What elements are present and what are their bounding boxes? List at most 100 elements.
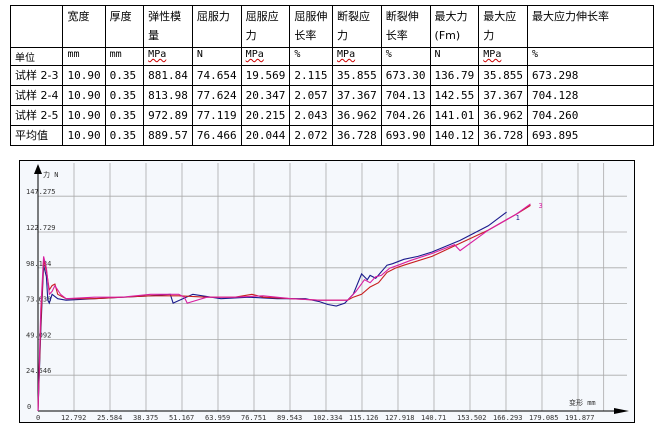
table-cell: 10.90 xyxy=(62,125,106,146)
x-tick-label: 12.792 xyxy=(61,414,86,422)
x-tick-label: 51.167 xyxy=(169,414,194,422)
unit-cell: mm xyxy=(62,47,106,66)
unit-text: MPa xyxy=(245,49,264,60)
header-cell: 断裂应力 xyxy=(332,5,382,48)
unit-text: % xyxy=(294,49,301,60)
row-label: 平均值 xyxy=(9,125,64,146)
table-cell: 881.84 xyxy=(143,65,193,86)
table-cell: 10.90 xyxy=(62,105,106,126)
x-tick-label: 179.085 xyxy=(529,414,559,422)
table-cell: 889.57 xyxy=(143,125,193,146)
unit-text: MPa xyxy=(148,49,167,60)
table-cell: 20.044 xyxy=(240,125,291,146)
table-cell: 0.35 xyxy=(104,85,145,106)
unit-cell: MPa xyxy=(332,47,382,66)
table-cell: 704.26 xyxy=(380,105,431,126)
row-label: 试样 2-5 xyxy=(9,105,64,126)
table-row: 试样 2-5 10.90 0.35 972.89 77.119 20.215 2.043 36… xyxy=(9,105,654,126)
header-cell: 最大力(Fm) xyxy=(429,5,480,48)
unit-cell: mm xyxy=(104,47,145,66)
row-label: 试样 2-4 xyxy=(9,85,64,106)
unit-text: % xyxy=(532,49,539,60)
table-cell: 0.35 xyxy=(104,125,145,146)
unit-cell: % xyxy=(380,47,431,66)
table-cell: 35.855 xyxy=(332,65,382,86)
table-cell: 36.728 xyxy=(332,125,382,146)
y-tick-label: 49.092 xyxy=(26,331,51,339)
table-cell: 136.79 xyxy=(429,65,480,86)
table-cell: 37.367 xyxy=(478,85,529,106)
table-cell: 36.962 xyxy=(332,105,382,126)
table-cell: 673.30 xyxy=(380,65,431,86)
table-cell: 704.260 xyxy=(527,105,654,126)
table-cell: 77.624 xyxy=(191,85,242,106)
unit-cell: MPa xyxy=(143,47,193,66)
unit-cell: % xyxy=(527,47,654,66)
unit-text: 单位 xyxy=(15,53,35,64)
unit-text: MPa xyxy=(337,49,356,60)
table-cell: 693.895 xyxy=(527,125,654,146)
header-cell: 屈服力 xyxy=(191,5,242,48)
x-axis-label: 变形 mm xyxy=(569,398,596,407)
table-cell: 74.654 xyxy=(191,65,242,86)
x-tick-label: 102.334 xyxy=(313,414,343,422)
table-cell: 76.466 xyxy=(191,125,242,146)
unit-cell: % xyxy=(289,47,334,66)
x-tick-label: 191.877 xyxy=(565,414,595,422)
x-tick-label: 76.751 xyxy=(241,414,266,422)
unit-cell: MPa xyxy=(240,47,291,66)
table-cell: 20.347 xyxy=(240,85,291,106)
x-tick-label: 115.126 xyxy=(349,414,379,422)
table-cell: 704.128 xyxy=(527,85,654,106)
y-tick-label: 122.729 xyxy=(26,224,56,232)
unit-text: mm xyxy=(67,49,80,60)
header-row: 宽度 厚度 弹性模量 屈服力 屈服应力 屈服伸长率 断裂应力 断裂伸长率 最大力(Fm) 最大应力… xyxy=(9,5,654,48)
unit-text: MPa xyxy=(483,49,502,60)
header-cell: 屈服伸长率 xyxy=(289,5,334,48)
y-tick-label: 147.275 xyxy=(26,188,56,196)
table-cell: 37.367 xyxy=(332,85,382,106)
y-tick-label: 73.638 xyxy=(26,296,51,304)
unit-row: 单位 mm mm MPa N MPa% MPa% N MPa% xyxy=(9,47,654,66)
unit-text: N xyxy=(434,49,441,60)
unit-text: mm xyxy=(109,49,122,60)
header-cell: 断裂伸长率 xyxy=(380,5,431,48)
series-end-label: 1 xyxy=(516,214,520,222)
table-cell: 704.13 xyxy=(380,85,431,106)
series-line-2 xyxy=(37,204,531,412)
header-cell xyxy=(9,5,64,48)
y-axis-label: 力 N xyxy=(43,170,58,179)
header-cell: 弹性模量 xyxy=(143,5,193,48)
table-cell: 10.90 xyxy=(62,85,106,106)
x-tick-label: 25.584 xyxy=(97,414,122,422)
x-tick-label: 63.959 xyxy=(205,414,230,422)
x-tick-label: 140.71 xyxy=(421,414,446,422)
table-cell: 19.569 xyxy=(240,65,291,86)
x-tick-label: 38.375 xyxy=(133,414,158,422)
table-cell: 35.855 xyxy=(478,65,529,86)
x-tick-label: 89.543 xyxy=(277,414,302,422)
unit-cell: N xyxy=(191,47,242,66)
table-row: 平均值 10.90 0.35 889.57 76.466 20.044 2.072 36.72… xyxy=(9,125,654,146)
unit-text: N xyxy=(196,49,203,60)
unit-text: % xyxy=(385,49,392,60)
table-cell: 77.119 xyxy=(191,105,242,126)
force-deformation-chart: 0 12.792 25.584 38.375 51.167 63.959 76.751 89.… xyxy=(19,160,635,423)
row-label: 试样 2-3 xyxy=(9,65,64,86)
unit-cell: 单位 xyxy=(9,47,64,66)
y-tick-label: 0 xyxy=(27,403,31,411)
table-cell: 693.90 xyxy=(380,125,431,146)
table-cell: 813.98 xyxy=(143,85,193,106)
header-cell: 最大应力伸长率 xyxy=(527,5,654,48)
table-cell: 141.01 xyxy=(429,105,480,126)
unit-cell: MPa xyxy=(478,47,529,66)
header-cell: 最大应力 xyxy=(478,5,529,48)
x-tick-label: 153.502 xyxy=(457,414,487,422)
results-table: 宽度 厚度 弹性模量 屈服力 屈服应力 屈服伸长率 断裂应力 断裂伸长率 最大力(Fm) 最大应力… xyxy=(9,5,654,146)
series-end-label: 3 xyxy=(538,202,542,210)
table-cell: 2.115 xyxy=(289,65,334,86)
table-cell: 673.298 xyxy=(527,65,654,86)
header-cell: 宽度 xyxy=(62,5,106,48)
x-tick-label: 127.918 xyxy=(385,414,415,422)
table-cell: 0.35 xyxy=(104,65,145,86)
